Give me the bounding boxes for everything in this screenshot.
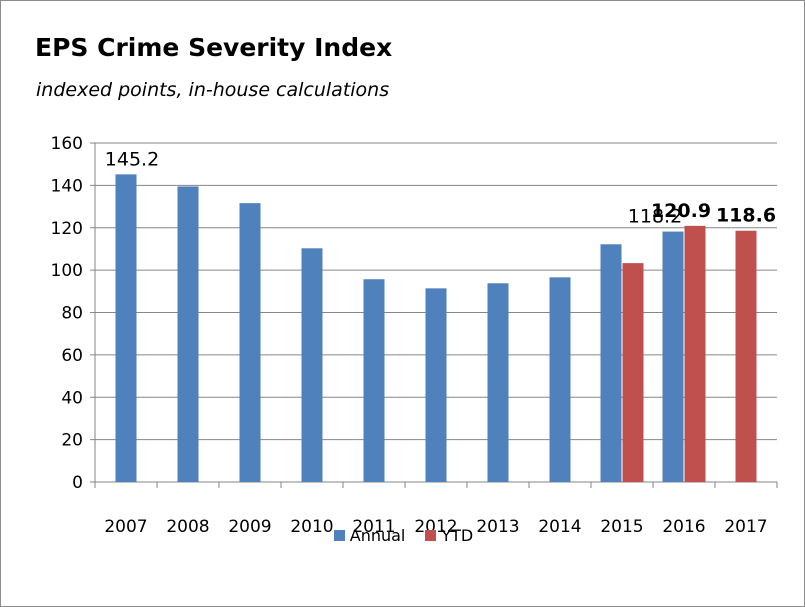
legend: Annual YTD bbox=[1, 526, 805, 545]
data-label: 118.2 bbox=[628, 206, 682, 228]
data-label: 118.6 bbox=[716, 205, 776, 227]
chart-title: EPS Crime Severity Index bbox=[35, 33, 393, 62]
bar-annual-2016 bbox=[662, 231, 684, 482]
x-tick-label: 2016 bbox=[662, 517, 705, 537]
x-tick-label: 2008 bbox=[166, 517, 209, 537]
legend-item-annual: Annual bbox=[333, 526, 406, 545]
legend-item-ytd: YTD bbox=[425, 526, 473, 545]
y-tick-label: 80 bbox=[61, 304, 83, 324]
bar-annual-2012 bbox=[425, 288, 447, 482]
legend-swatch bbox=[425, 530, 437, 541]
x-tick-label: 2015 bbox=[600, 517, 643, 537]
bar-annual-2011 bbox=[363, 279, 385, 482]
bar-annual-2014 bbox=[549, 277, 571, 482]
x-tick-label: 2017 bbox=[724, 517, 767, 537]
y-tick-label: 40 bbox=[61, 388, 83, 408]
bar-ytd-2016 bbox=[684, 225, 706, 482]
x-tick-label: 2013 bbox=[476, 517, 519, 537]
y-tick-label: 160 bbox=[51, 134, 83, 154]
legend-label: Annual bbox=[349, 526, 406, 545]
y-tick-label: 20 bbox=[61, 431, 83, 451]
x-tick-label: 2009 bbox=[228, 517, 271, 537]
y-tick-label: 120 bbox=[51, 219, 83, 239]
bar-annual-2010 bbox=[301, 248, 323, 482]
y-tick-label: 60 bbox=[61, 346, 83, 366]
data-label: 120.9 bbox=[651, 200, 711, 222]
bar-annual-2015 bbox=[600, 244, 622, 482]
y-tick-label: 0 bbox=[72, 473, 83, 493]
x-tick-label: 2007 bbox=[104, 517, 147, 537]
x-tick-label: 2014 bbox=[538, 517, 581, 537]
bar-ytd-2017 bbox=[735, 230, 757, 482]
y-tick-label: 140 bbox=[51, 176, 83, 196]
bar-annual-2007 bbox=[115, 174, 137, 483]
bar-annual-2009 bbox=[239, 203, 261, 483]
legend-swatch bbox=[333, 530, 345, 541]
x-tick-label: 2010 bbox=[290, 517, 333, 537]
bar-annual-2013 bbox=[487, 283, 509, 482]
chart-subtitle: indexed points, in-house calculations bbox=[36, 79, 390, 101]
y-tick-label: 100 bbox=[51, 261, 83, 281]
x-tick-label: 2012 bbox=[414, 517, 457, 537]
data-label: 145.2 bbox=[105, 148, 159, 170]
legend-label: YTD bbox=[441, 526, 474, 545]
bar-annual-2008 bbox=[177, 186, 199, 482]
bar-ytd-2015 bbox=[622, 263, 644, 482]
x-tick-label: 2011 bbox=[352, 517, 395, 537]
